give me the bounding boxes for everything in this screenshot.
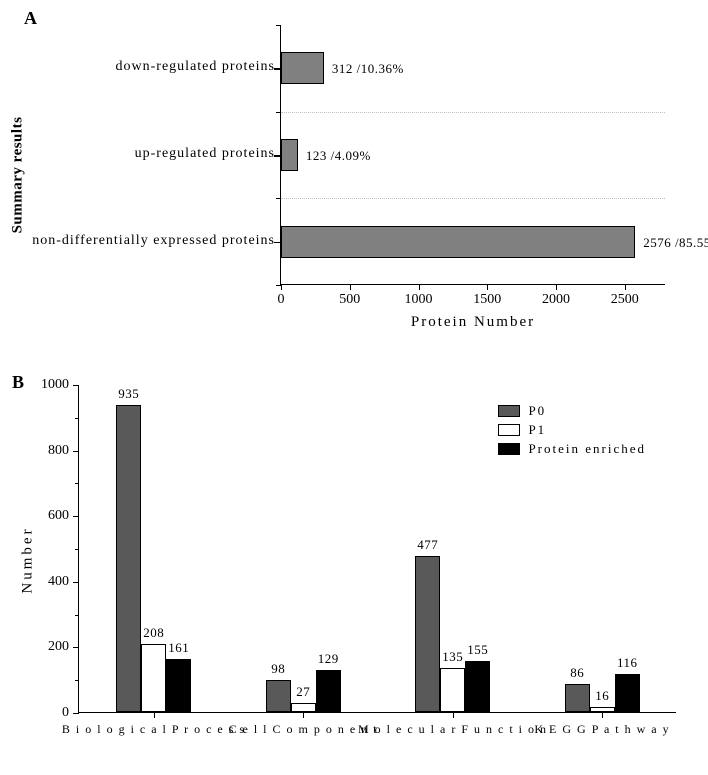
panel-b-bar-value-label: 155 — [467, 642, 488, 658]
panel-b-bar — [615, 674, 640, 712]
panel-b-bar-value-label: 16 — [595, 688, 609, 704]
panel-b-category-label: C e l l C o m p o n e n t — [229, 722, 379, 737]
panel-b-ytick-label: 0 — [62, 705, 69, 721]
panel-b-ytick-minor — [75, 680, 79, 681]
panel-b-bar-value-label: 98 — [271, 661, 285, 677]
panel-b-ytick — [73, 713, 79, 714]
legend-item: P0 — [498, 403, 646, 419]
panel-b-bar — [590, 707, 615, 712]
panel-a-divider — [281, 198, 665, 199]
panel-a: Summary results Protein Number 050010001… — [0, 0, 708, 355]
legend-label: P1 — [528, 422, 546, 438]
panel-a-bar — [281, 226, 635, 258]
panel-b-category-label: B i o l o g i c a l P r o c e s s — [62, 722, 246, 737]
panel-a-xtick-label: 0 — [278, 292, 285, 308]
panel-a-xtick — [625, 284, 626, 290]
panel-b-category-label: M o l e c u l a r F u n c t i o n — [358, 722, 547, 737]
panel-b-ytick — [73, 647, 79, 648]
panel-b-bar — [166, 659, 191, 712]
panel-a-category-label: down-regulated proteins — [116, 59, 275, 75]
panel-b-ylabel: Number — [20, 526, 37, 593]
panel-a-ytick-minor — [276, 112, 281, 113]
panel-b-bar-value-label: 935 — [118, 386, 139, 402]
panel-b-ytick-minor — [75, 549, 79, 550]
panel-a-bar-value-label: 2576 /85.55% — [643, 235, 708, 251]
panel-a-xtick — [556, 284, 557, 290]
panel-a-xtick — [487, 284, 488, 290]
panel-a-category-label: non-differentially expressed proteins — [32, 233, 275, 249]
panel-b-plot: P0P1Protein enriched 02004006008001000B … — [78, 385, 676, 713]
panel-b-xtick — [453, 712, 454, 718]
panel-b-xtick — [303, 712, 304, 718]
panel-b-ytick-minor — [75, 615, 79, 616]
panel-a-ytick-minor — [276, 198, 281, 199]
panel-a-ytick — [274, 68, 281, 70]
panel-a-xtick-label: 1000 — [405, 292, 433, 308]
panel-a-plot: Protein Number 05001000150020002500down-… — [280, 25, 665, 285]
panel-b-xtick — [154, 712, 155, 718]
panel-b-ytick-label: 1000 — [41, 377, 69, 393]
panel-b-bar — [266, 680, 291, 712]
panel-b: Number P0 P1 Protein enriched 0 200 400 600 80… — [0, 370, 708, 775]
panel-b-ytick-label: 400 — [48, 574, 69, 590]
legend-swatch — [498, 424, 520, 436]
legend-item: P1 — [498, 422, 646, 438]
panel-b-bar — [316, 670, 341, 712]
panel-a-xtick — [350, 284, 351, 290]
panel-b-bar — [141, 644, 166, 712]
panel-b-bar — [291, 703, 316, 712]
legend-swatch — [498, 443, 520, 455]
panel-b-ytick — [73, 385, 79, 386]
panel-b-bar-value-label: 135 — [442, 649, 463, 665]
legend-item: Protein enriched — [498, 441, 646, 457]
panel-b-bar-value-label: 116 — [617, 655, 638, 671]
panel-b-ytick-label: 200 — [48, 639, 69, 655]
panel-b-bar-value-label: 161 — [168, 640, 189, 656]
panel-a-ylabel: Summary results — [10, 117, 27, 234]
panel-b-bar — [116, 405, 141, 712]
panel-b-bar — [440, 668, 465, 712]
panel-a-xtick-label: 2500 — [611, 292, 639, 308]
panel-a-ytick — [274, 155, 281, 157]
panel-b-bar-value-label: 86 — [570, 665, 584, 681]
panel-b-xtick — [602, 712, 603, 718]
panel-a-xtick-label: 1500 — [473, 292, 501, 308]
panel-b-bar-value-label: 129 — [318, 651, 339, 667]
panel-b-ytick-minor — [75, 418, 79, 419]
panel-b-bar — [415, 556, 440, 712]
panel-a-ytick — [274, 242, 281, 244]
panel-b-bar-value-label: 27 — [296, 684, 310, 700]
panel-b-category-label: K E G G P a t h w a y — [534, 722, 670, 737]
panel-a-bar-value-label: 312 /10.36% — [332, 61, 404, 77]
panel-a-xtick — [281, 284, 282, 290]
legend-swatch — [498, 405, 520, 417]
panel-a-ytick-minor — [276, 25, 281, 26]
panel-b-ytick-label: 600 — [48, 508, 69, 524]
panel-b-bar — [565, 684, 590, 712]
panel-a-xlabel: Protein Number — [411, 314, 535, 331]
panel-a-xtick-label: 500 — [339, 292, 360, 308]
panel-a-xtick — [419, 284, 420, 290]
panel-a-xtick-label: 2000 — [542, 292, 570, 308]
panel-b-legend: P0 P1 Protein enriched — [498, 403, 646, 460]
panel-a-category-label: up-regulated proteins — [135, 146, 275, 162]
panel-a-bar — [281, 52, 324, 84]
panel-b-bar-value-label: 208 — [143, 625, 164, 641]
panel-b-bar — [465, 661, 490, 712]
panel-b-ytick-minor — [75, 483, 79, 484]
panel-a-bar — [281, 139, 298, 171]
panel-b-ytick — [73, 516, 79, 517]
legend-label: P0 — [528, 403, 546, 419]
panel-b-ytick-label: 800 — [48, 443, 69, 459]
panel-a-bar-value-label: 123 /4.09% — [306, 148, 371, 164]
panel-b-bar-value-label: 477 — [417, 537, 438, 553]
panel-b-ytick — [73, 451, 79, 452]
legend-label: Protein enriched — [528, 441, 646, 457]
panel-b-ytick — [73, 582, 79, 583]
panel-a-divider — [281, 112, 665, 113]
